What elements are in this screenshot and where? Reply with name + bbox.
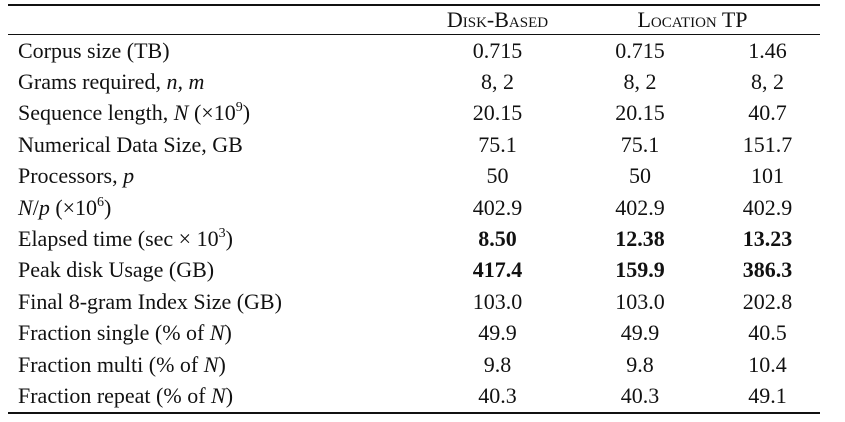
header-row: Disk-Based Location TP [8,4,820,35]
label-part: N [203,351,219,377]
label-part: 9 [235,100,243,116]
row-label: Grams required, n, m [8,66,430,97]
table-row: Peak disk Usage (GB) 417.4 159.9 386.3 [8,255,820,286]
value-cell: 50 [486,163,509,189]
value-cell: 40.3 [565,380,715,414]
label-part: N [211,382,226,408]
value-cell: 20.15 [615,100,665,126]
row-label: Fraction multi (% of N) [8,349,430,380]
label-part: (×10 [49,194,98,220]
label-part: N [209,320,225,346]
value-cell: 103.0 [615,288,665,314]
label-part: Fraction multi (% of [18,351,204,377]
value-cell: 1.46 [748,37,787,63]
value-cell: 0.715 [472,37,523,63]
label-part: p [123,163,135,189]
value-cell: 159.9 [615,257,665,283]
value-cell: 49.9 [620,320,660,346]
value-cell: 101 [751,163,784,189]
value-cell: 13.23 [742,226,793,252]
table-row: Fraction repeat (% of N) 40.3 40.3 49.1 [8,380,820,414]
row-label: Sequence length, N (×109) [8,98,430,129]
table-row: Processors, p 50 50 101 [8,161,820,192]
value-cell: 75.1 [478,131,517,157]
row-label: Corpus size (TB) [8,35,430,67]
label-part: ) [225,382,234,408]
label-part: 6 [97,194,105,210]
row-label: Numerical Data Size, GB [8,129,430,160]
label-part: N [173,100,189,126]
value-cell: 40.3 [430,380,565,414]
value-cell: 75.1 [620,131,660,157]
value-cell: 402.9 [472,194,523,220]
value-cell: 386.3 [742,257,793,283]
label-part: ) [218,351,226,377]
table-body: Corpus size (TB) 0.715 0.715 1.46 Grams requ… [8,35,820,414]
value-cell: 49.1 [715,380,820,414]
value-cell: 402.9 [742,194,793,220]
value-cell: 40.7 [748,100,787,126]
value-cell: 151.7 [742,131,793,157]
value-cell: 12.38 [615,226,665,252]
label-part: 3 [218,226,226,242]
value-cell: 40.5 [748,320,787,346]
label-part: ) [225,226,233,252]
value-cell: 417.4 [472,257,523,283]
row-label: Peak disk Usage (GB) [8,255,430,286]
label-part: Peak disk Usage (GB) [18,257,215,283]
table-row: Numerical Data Size, GB 75.1 75.1 151.7 [8,129,820,160]
label-part: Sequence length, [18,100,174,126]
table-row: Fraction multi (% of N) 9.8 9.8 10.4 [8,349,820,380]
label-part: / [32,194,39,220]
value-cell: 49.9 [478,320,517,346]
value-cell: 8.50 [478,226,517,252]
value-cell: 50 [629,163,651,189]
table-row: N/p (×106) 402.9 402.9 402.9 [8,192,820,223]
value-cell: 20.15 [472,100,523,126]
table-row: Sequence length, N (×109) 20.15 20.15 40.7 [8,98,820,129]
row-label: N/p (×106) [8,192,430,223]
table-row: Final 8-gram Index Size (GB) 103.0 103.0 20… [8,286,820,317]
label-part: n, m [166,69,205,95]
table-row: Fraction single (% of N) 49.9 49.9 40.5 [8,318,820,349]
header-cell [8,4,430,35]
label-part: Numerical Data Size, GB [18,131,243,157]
label-part: Final 8-gram Index Size (GB) [18,288,282,314]
value-cell: 8, 2 [751,69,784,95]
table-row: Elapsed time (sec × 103) 8.50 12.38 13.23 [8,223,820,254]
label-part: ) [224,320,232,346]
value-cell: 0.715 [615,37,665,63]
results-table: Disk-Based Location TP Corpus size (TB) 0… [8,4,820,414]
label-part: Fraction repeat (% of [18,382,212,408]
row-label: Final 8-gram Index Size (GB) [8,286,430,317]
label-part: Fraction single (% of [18,320,210,346]
label-part: (×10 [188,100,236,126]
label-part: Elapsed time (sec × 10 [18,226,219,252]
table-row: Grams required, n, m 8, 2 8, 2 8, 2 [8,66,820,97]
label-part: N [18,194,33,220]
value-cell: 402.9 [615,194,665,220]
value-cell: 10.4 [748,351,787,377]
value-cell: 8, 2 [481,69,514,95]
value-cell: 9.8 [626,351,654,377]
label-part: ) [242,100,251,126]
label-part: p [38,194,50,220]
value-cell: 8, 2 [623,69,657,95]
row-label: Fraction single (% of N) [8,318,430,349]
row-label: Processors, p [8,161,430,192]
value-cell: 202.8 [742,288,793,314]
value-cell: 103.0 [472,288,523,314]
header-cell: Location TP [565,4,820,35]
row-label: Elapsed time (sec × 103) [8,223,430,254]
label-part: Corpus size (TB) [18,37,170,63]
table-row: Corpus size (TB) 0.715 0.715 1.46 [8,35,820,67]
label-part: Grams required, [18,69,167,95]
label-part: ) [104,194,112,220]
label-part: Processors, [18,163,124,189]
row-label: Fraction repeat (% of N) [8,380,430,414]
value-cell: 9.8 [483,351,512,377]
header-cell: Disk-Based [430,4,565,35]
